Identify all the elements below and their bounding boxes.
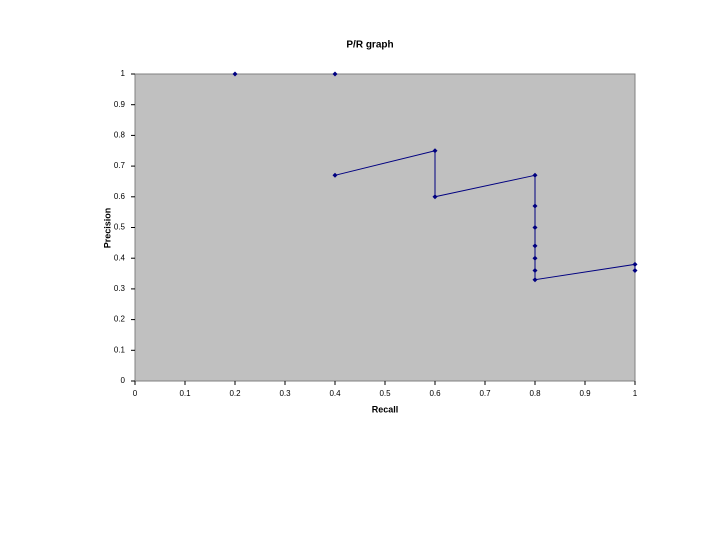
series-line: [334, 150, 636, 281]
y-tick-label: 0.8: [114, 131, 126, 140]
x-tick-label: 0.5: [379, 389, 391, 398]
x-tick-label: 0.1: [179, 389, 191, 398]
point-marker: [332, 71, 338, 77]
point-marker: [632, 267, 638, 273]
x-tick-label: 0.4: [329, 389, 341, 398]
point-marker: [432, 194, 438, 200]
x-tick-label: 0.9: [579, 389, 591, 398]
y-axis-title: Precision: [102, 208, 112, 249]
y-tick-label: 0.5: [114, 223, 126, 232]
point-marker: [532, 172, 538, 178]
y-tick-label: 1: [121, 69, 126, 78]
point-marker: [432, 148, 438, 154]
point-marker: [532, 267, 538, 273]
y-tick-label: 0.9: [114, 100, 126, 109]
point-marker: [532, 243, 538, 249]
y-tick-label: 0.7: [114, 161, 126, 170]
x-axis-title: Recall: [372, 404, 399, 414]
x-tick-label: 0.8: [529, 389, 541, 398]
x-tick-label: 0.3: [279, 389, 291, 398]
y-tick-label: 0: [121, 376, 126, 385]
y-tick-label: 0.2: [114, 315, 126, 324]
point-marker: [532, 255, 538, 261]
point-marker: [232, 71, 238, 77]
y-tick-label: 0.1: [114, 345, 126, 354]
x-tick-label: 0: [133, 389, 138, 398]
point-marker: [532, 277, 538, 283]
x-tick-label: 1: [633, 389, 638, 398]
x-tick-label: 0.2: [229, 389, 241, 398]
y-tick-label: 0.6: [114, 192, 126, 201]
y-tick-label: 0.3: [114, 284, 126, 293]
x-tick-label: 0.7: [479, 389, 491, 398]
point-marker: [532, 203, 538, 209]
plot-area: [134, 73, 636, 382]
y-tick-label: 0.4: [114, 253, 126, 262]
point-marker: [632, 261, 638, 267]
point-marker: [332, 172, 338, 178]
x-tick-label: 0.6: [429, 389, 441, 398]
point-marker: [532, 225, 538, 230]
chart-title: P/R graph: [346, 40, 393, 51]
